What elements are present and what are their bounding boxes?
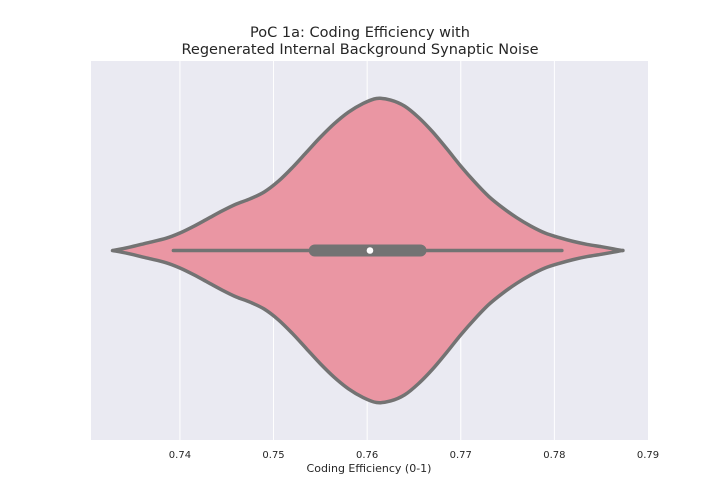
violin bbox=[110, 96, 625, 405]
chart-title-line1: PoC 1a: Coding Efficiency with bbox=[250, 25, 470, 41]
x-tick-label: 0.77 bbox=[450, 450, 472, 461]
x-tick-label: 0.78 bbox=[543, 450, 565, 461]
x-tick-labels: 0.74 0.75 0.76 0.77 0.78 0.79 bbox=[169, 450, 659, 461]
x-tick-label: 0.76 bbox=[356, 450, 378, 461]
median-point bbox=[366, 247, 374, 254]
x-tick-label: 0.79 bbox=[637, 450, 659, 461]
x-tick-label: 0.75 bbox=[262, 450, 284, 461]
x-tick-label: 0.74 bbox=[169, 450, 191, 461]
chart-title-line2: Regenerated Internal Background Synaptic… bbox=[181, 42, 539, 58]
x-axis-label: Coding Efficiency (0-1) bbox=[307, 462, 432, 475]
